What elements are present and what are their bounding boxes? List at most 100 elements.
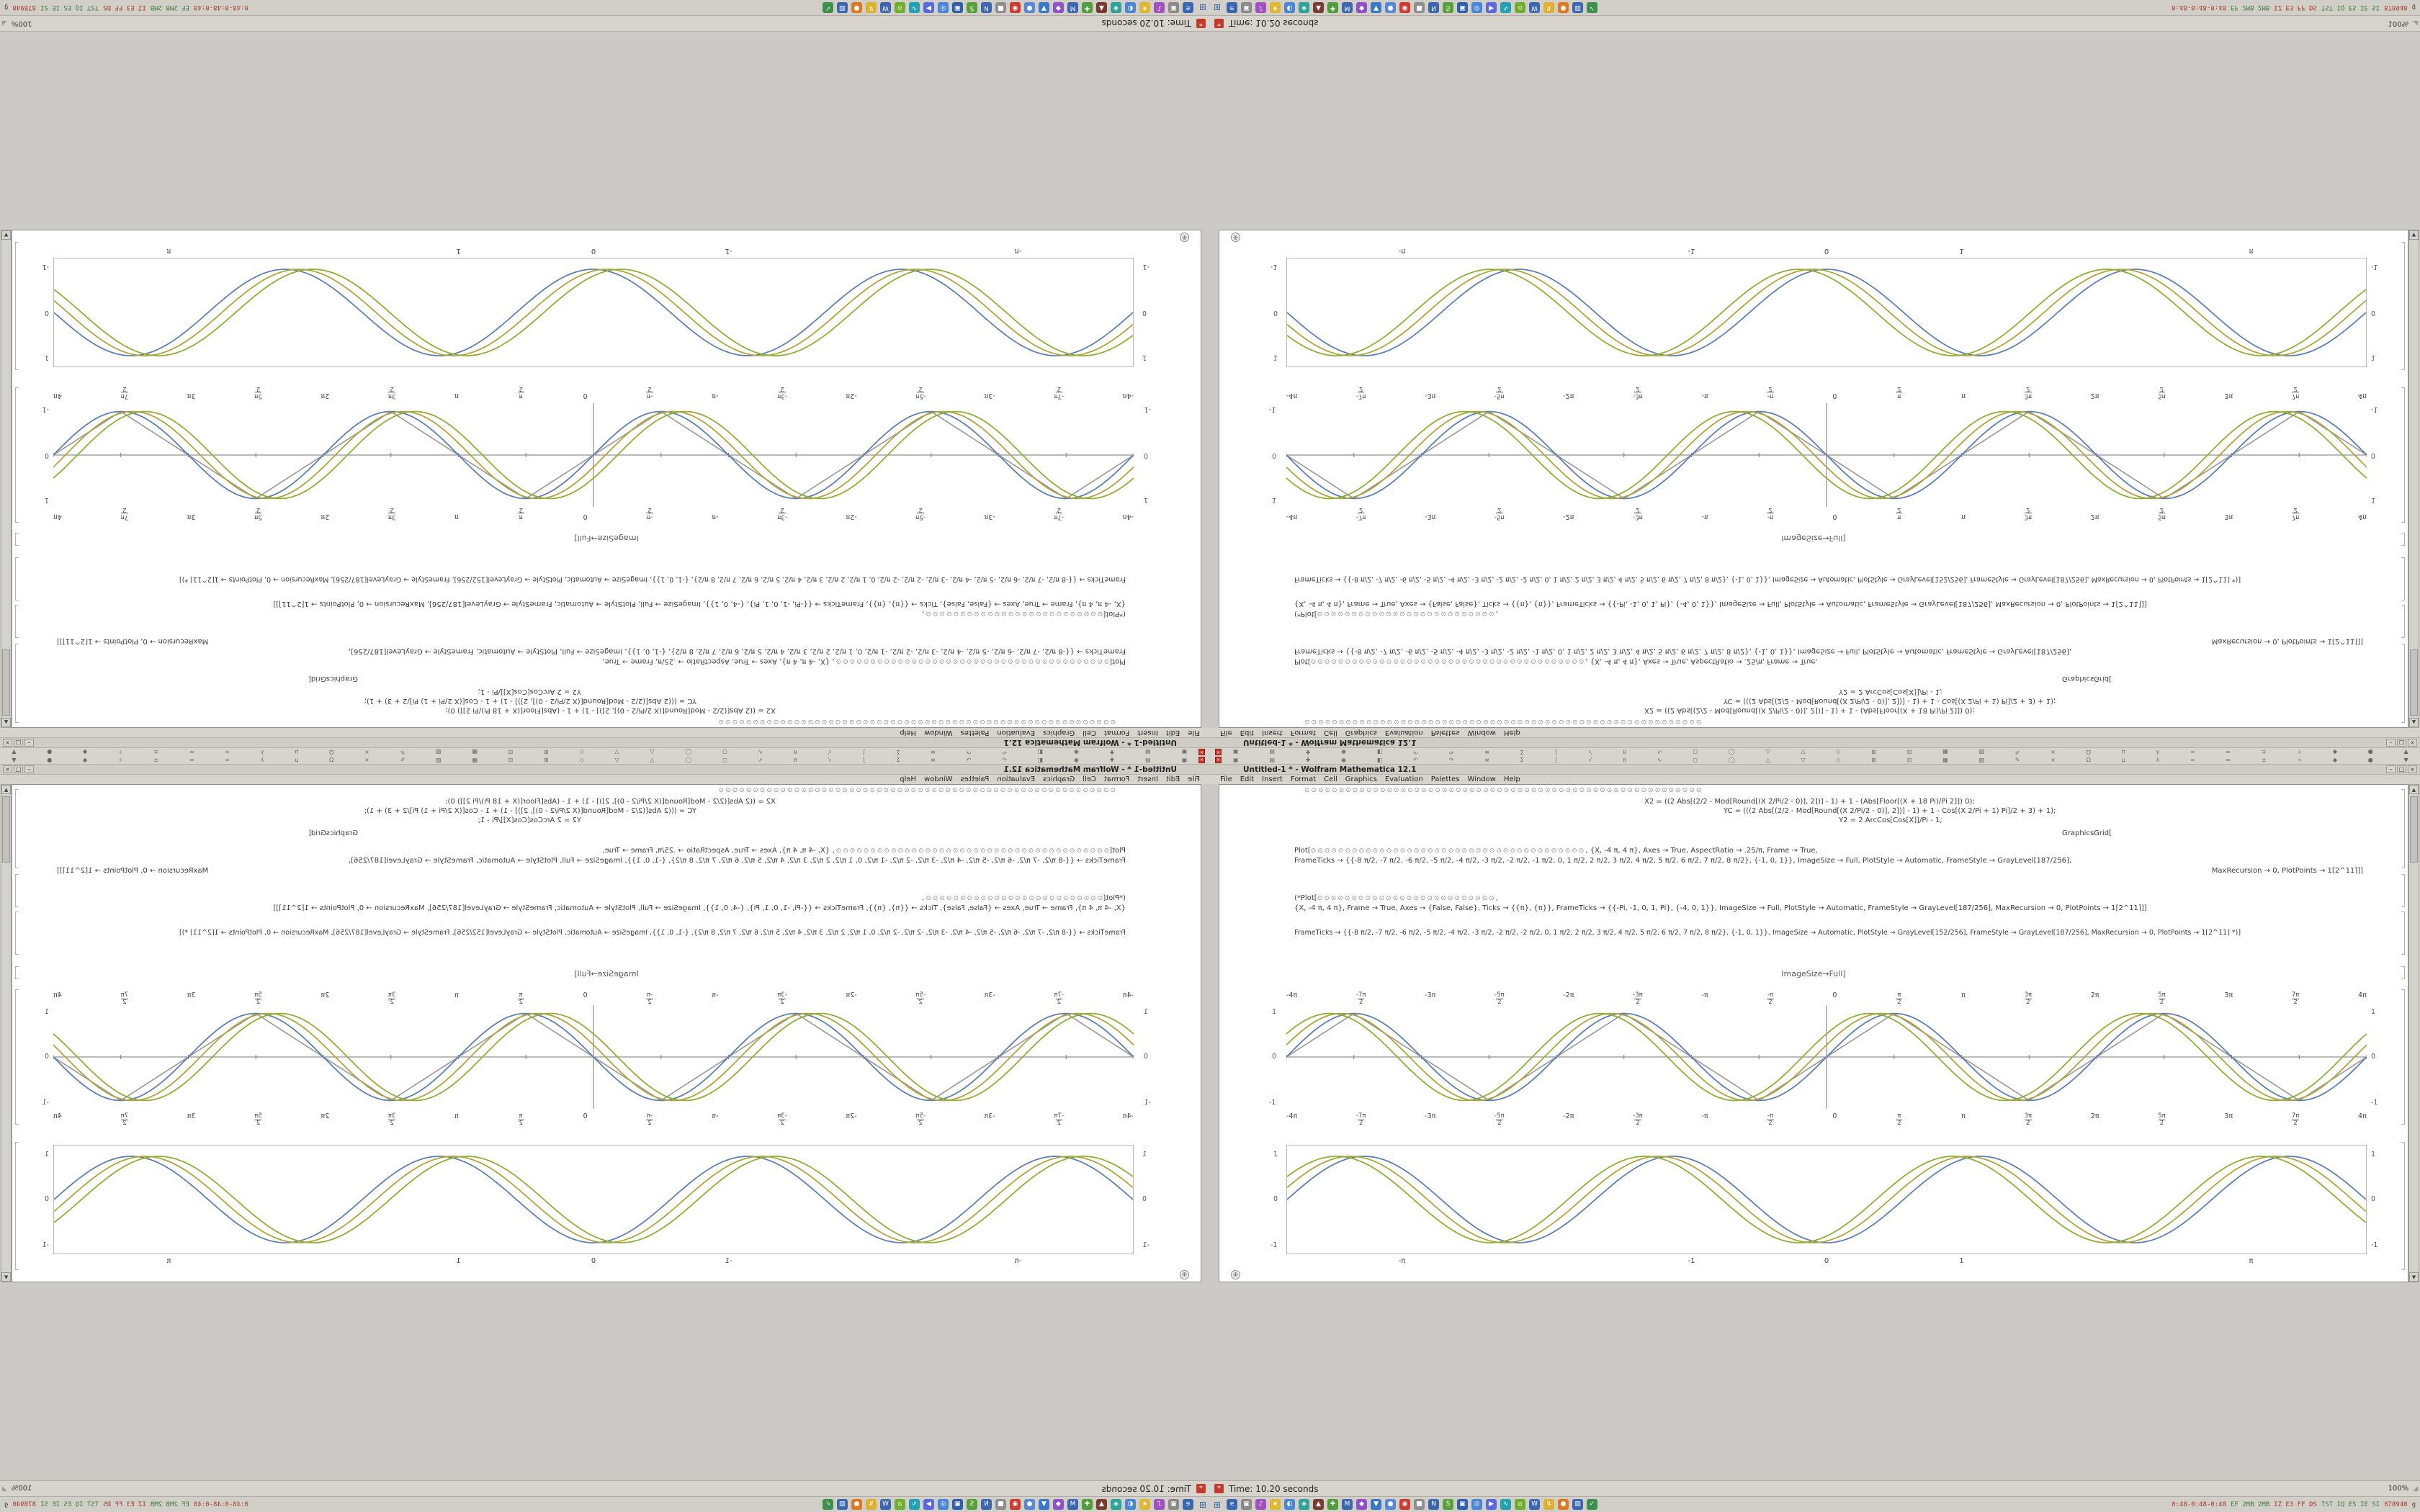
toolbar-icon-3[interactable]: ◉ (1341, 756, 1347, 763)
toolbar-icon-5[interactable]: ↶ (1413, 749, 1418, 756)
toolbar-icon-10[interactable]: √ (828, 749, 832, 756)
taskbar-icon-2[interactable]: ♪ (1153, 1499, 1165, 1510)
code-line-comment-body[interactable]: {X, -4 π, 4 π}, Frame → True, Axes → {Fa… (273, 904, 1126, 912)
vertical-scrollbar[interactable]: ▲ ▼ (1, 230, 12, 728)
toolbar-icon-32[interactable]: ● (2367, 756, 2373, 763)
cell-bracket[interactable] (15, 912, 19, 955)
menu-item-insert[interactable]: Insert (1262, 775, 1283, 783)
taskbar-icon-11[interactable]: ● (1385, 1499, 1397, 1510)
taskbar-icon-12[interactable]: ◉ (1009, 1499, 1021, 1510)
code-line-plot-end[interactable]: MaxRecursion → 0, PlotPoints → 1⌈2^11⌉]] (57, 637, 209, 645)
code-line-frameticks-2[interactable]: FrameTicks → {{-8 π/2, -7 π/2, -6 π/2, -… (1294, 575, 2241, 583)
code-line-comment-open[interactable]: (*Plot[⊙⊙⊙⊙⊙⊙⊙⊙⊙⊙⊙⊙⊙⊙⊙⊙⊙⊙⊙⊙⊙⊙⊙⊙⊙⊙, (1294, 610, 1498, 618)
code-line-frameticks-1[interactable]: FrameTicks → {{-8 π/2, -7 π/2, -6 π/2, -… (348, 857, 1126, 865)
cell-bracket[interactable] (15, 989, 19, 1125)
menu-item-file[interactable]: File (1188, 775, 1200, 783)
toolbar-icon-4[interactable]: ◧ (1376, 749, 1383, 756)
menu-item-cell[interactable]: Cell (1083, 729, 1096, 737)
toolbar-icon-17[interactable]: ◇ (579, 756, 584, 763)
toolbar-icon-26[interactable]: λ (260, 756, 264, 763)
code-line-frameticks-2[interactable]: FrameTicks → {{-8 π/2, -7 π/2, -6 π/2, -… (179, 929, 1126, 937)
toolbar-icon-7[interactable]: ≡ (1484, 756, 1489, 763)
toolbar-icon-4[interactable]: ◧ (1037, 749, 1044, 756)
taskbar-icon-12[interactable]: ◉ (1399, 1499, 1411, 1510)
cell-bracket[interactable] (2401, 644, 2405, 723)
menu-item-graphics[interactable]: Graphics (1345, 729, 1377, 737)
taskbar-icon-15[interactable]: S (1443, 2, 1454, 13)
toolbar-icon-10[interactable]: √ (1588, 749, 1592, 756)
taskbar-icon-2[interactable]: ♪ (1153, 2, 1165, 13)
menu-item-evaluation[interactable]: Evaluation (997, 729, 1036, 737)
code-line-x2[interactable]: X2 = ((2 Abs[(2/2 - Mod[Round[(X 2/Pi/2 … (445, 798, 776, 806)
taskbar-icon-15[interactable]: S (966, 2, 977, 13)
toolbar-icon-28[interactable]: ≈ (2226, 749, 2231, 756)
scroll-down-icon[interactable]: ▼ (1, 1272, 11, 1282)
toolbar-icon-0[interactable]: ▣ (1181, 749, 1187, 756)
code-line-frameticks-2[interactable]: FrameTicks → {{-8 π/2, -7 π/2, -6 π/2, -… (179, 575, 1126, 583)
maximize-button[interactable]: □ (14, 765, 23, 773)
toolbar-icon-0[interactable]: ▣ (1181, 756, 1187, 763)
menu-item-graphics[interactable]: Graphics (1043, 729, 1075, 737)
toolbar-icon-2[interactable]: ✚ (1305, 756, 1311, 763)
toolbar-icon-18[interactable]: ⊞ (1871, 749, 1876, 756)
toolbar-icon-26[interactable]: λ (2156, 749, 2160, 756)
toolbar-icon-8[interactable]: Σ (1520, 756, 1524, 763)
resize-grip-icon[interactable]: ◢ (2, 1485, 7, 1493)
toolbar-icon-11[interactable]: π (793, 756, 797, 763)
toolbar-icon-6[interactable]: ↷ (1448, 756, 1454, 763)
scroll-up-icon[interactable]: ▲ (2409, 785, 2419, 794)
toolbar-icon-17[interactable]: ◇ (1836, 756, 1841, 763)
taskbar-icon-19[interactable]: ∿ (908, 2, 920, 13)
taskbar-icon-1[interactable]: ▣ (1168, 1499, 1179, 1510)
toolbar-icon-0[interactable]: ▣ (1233, 749, 1239, 756)
toolbar-icon-16[interactable]: ▽ (614, 756, 619, 763)
start-button-icon[interactable]: ⊞ (1198, 2, 1206, 13)
toolbar-icon-14[interactable]: ◯ (685, 756, 692, 763)
maximize-button[interactable]: □ (14, 739, 23, 747)
scrollbar-thumb[interactable] (2410, 796, 2418, 863)
code-line-plot-end[interactable]: MaxRecursion → 0, PlotPoints → 1⌈2^11⌉]] (2211, 637, 2363, 645)
menu-item-help[interactable]: Help (900, 729, 917, 737)
taskbar-icon-10[interactable]: ▼ (1371, 2, 1382, 13)
toolbar-icon-13[interactable]: ◻ (1693, 756, 1698, 763)
toolbar-icon-32[interactable]: ● (47, 749, 53, 756)
window-titlebar[interactable]: Untitled-1 * - Wolfram Mathematica 12.1 … (0, 737, 1210, 747)
toolbar-icon-24[interactable]: Ω (329, 749, 334, 756)
maximize-button[interactable]: □ (2397, 765, 2406, 773)
toolbar-icon-15[interactable]: △ (1765, 756, 1770, 763)
menu-item-evaluation[interactable]: Evaluation (1384, 775, 1423, 783)
toolbar-icon-18[interactable]: ⊞ (544, 749, 549, 756)
code-line-x2[interactable]: X2 = ((2 Abs[(2/2 - Mod[Round[(X 2/Pi/2 … (1644, 798, 1975, 806)
taskbar-icon-7[interactable]: ✚ (1081, 2, 1093, 13)
taskbar-icon-21[interactable]: W (1529, 1499, 1541, 1510)
taskbar-icon-1[interactable]: ▣ (1241, 2, 1252, 13)
taskbar-icon-9[interactable]: ◆ (1356, 2, 1368, 13)
toolbar-icon-10[interactable]: √ (1588, 756, 1592, 763)
menu-item-palettes[interactable]: Palettes (1430, 775, 1460, 783)
menu-item-cell[interactable]: Cell (1083, 775, 1096, 783)
taskbar-icon-3[interactable]: ★ (1270, 2, 1281, 13)
taskbar-icon-14[interactable]: N (1428, 1499, 1440, 1510)
taskbar-icon-21[interactable]: W (879, 1499, 891, 1510)
panel-close-icon[interactable]: × (1198, 757, 1205, 763)
code-line-plot-open[interactable]: Plot[⊙⊙⊙⊙⊙⊙⊙⊙⊙⊙⊙⊙⊙⊙⊙⊙⊙⊙⊙⊙⊙⊙⊙⊙⊙⊙⊙⊙⊙⊙⊙⊙⊙⊙⊙… (602, 847, 1126, 855)
taskbar-icon-22[interactable]: ↯ (1543, 2, 1555, 13)
menu-item-help[interactable]: Help (1503, 775, 1520, 783)
toolbar-icon-1[interactable]: ▤ (1269, 749, 1275, 756)
toolbar-icon-27[interactable]: ∞ (2190, 756, 2195, 763)
toolbar-icon-9[interactable]: ∫ (862, 749, 866, 756)
toolbar-icon-19[interactable]: ⊟ (1906, 756, 1912, 763)
minimize-button[interactable]: – (2386, 739, 2396, 747)
code-line-yc[interactable]: YC = (((2 Abs[(2/2 - Mod[Round[(X 2/Pi/2… (1724, 697, 2056, 705)
cell-bracket[interactable] (2401, 387, 2405, 523)
toolbar-icon-18[interactable]: ⊞ (544, 756, 549, 763)
taskbar-icon-17[interactable]: ◎ (1471, 2, 1483, 13)
toolbar-icon-31[interactable]: ◆ (2332, 749, 2337, 756)
taskbar-icon-17[interactable]: ◎ (937, 1499, 949, 1510)
taskbar-icon-7[interactable]: ✚ (1327, 2, 1339, 13)
taskbar-icon-23[interactable]: ● (851, 1499, 862, 1510)
taskbar-icon-17[interactable]: ◎ (937, 2, 949, 13)
taskbar-icon-16[interactable]: ▣ (951, 2, 963, 13)
code-line-comment-open[interactable]: (*Plot[⊙⊙⊙⊙⊙⊙⊙⊙⊙⊙⊙⊙⊙⊙⊙⊙⊙⊙⊙⊙⊙⊙⊙⊙⊙⊙, (1294, 894, 1498, 902)
code-line-graphicsgrid[interactable]: GraphicsGrid[ (308, 675, 358, 683)
